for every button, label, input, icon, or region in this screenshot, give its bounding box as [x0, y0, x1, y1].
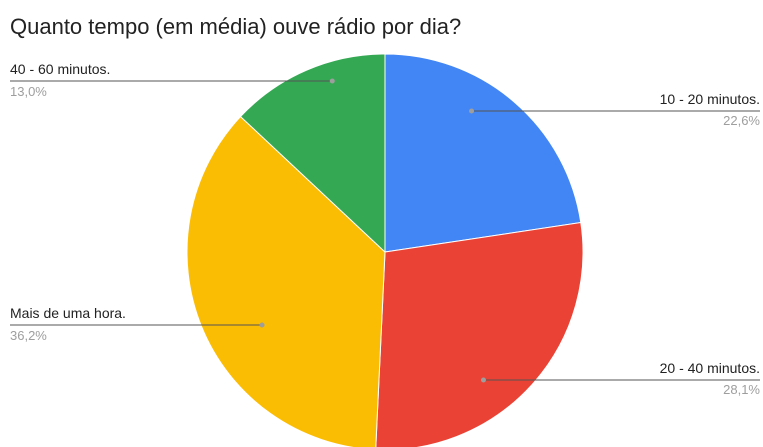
- leader-dot-1: [469, 108, 475, 114]
- pie-slice-4[interactable]: [239, 53, 386, 254]
- slice-label-1: 10 - 20 minutos.: [660, 91, 760, 107]
- pie-slice-2[interactable]: [375, 221, 584, 447]
- leader-dot-2: [480, 377, 486, 383]
- leader-dot-3: [259, 322, 265, 328]
- chart-title: Quanto tempo (em média) ouve rádio por d…: [10, 14, 462, 39]
- leader-dot-4: [329, 78, 335, 84]
- labels-layer: 10 - 20 minutos. 22,6% 20 - 40 minutos. 28,…: [10, 61, 760, 397]
- pie-slice-3[interactable]: [186, 115, 386, 447]
- slice-label-4: 40 - 60 minutos.: [10, 61, 110, 77]
- slice-percent-3: 36,2%: [10, 328, 47, 343]
- slice-percent-4: 13,0%: [10, 84, 47, 99]
- pie-slice-1[interactable]: [384, 53, 582, 253]
- slices-layer: [186, 53, 584, 447]
- slice-label-2: 20 - 40 minutos.: [660, 360, 760, 376]
- slice-percent-2: 28,1%: [723, 382, 760, 397]
- slice-percent-1: 22,6%: [723, 113, 760, 128]
- slice-label-3: Mais de uma hora.: [10, 305, 126, 321]
